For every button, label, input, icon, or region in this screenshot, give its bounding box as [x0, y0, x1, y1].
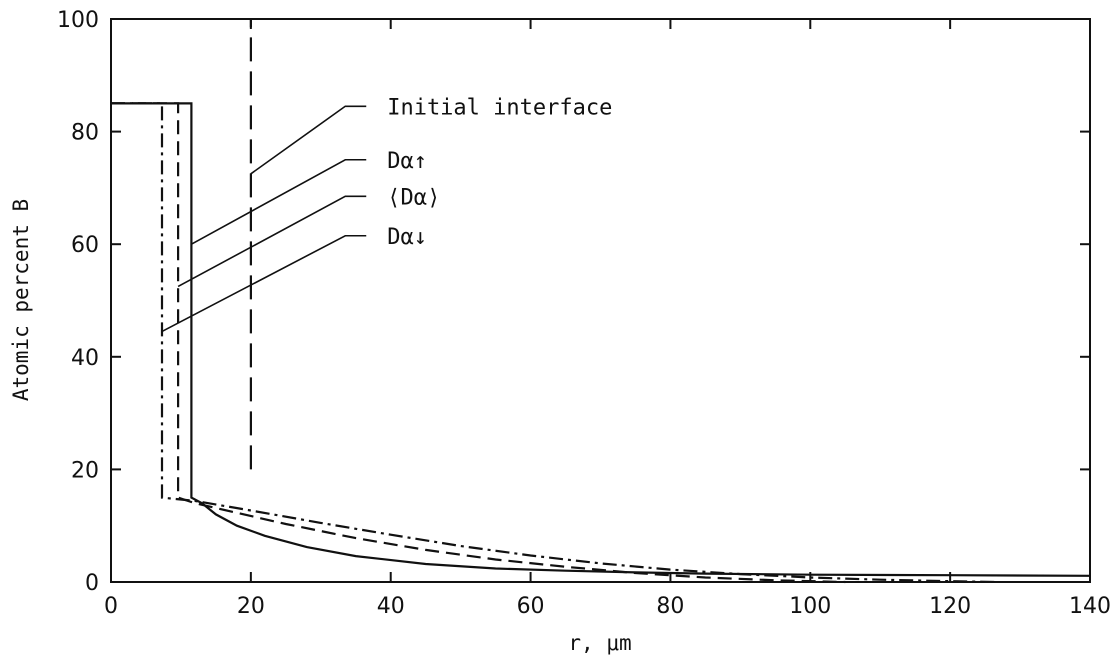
annotation-label: Dα↓ — [387, 225, 427, 250]
series-line-3 — [111, 102, 1000, 584]
annotation-label: ⟨Dα⟩ — [387, 185, 440, 210]
y-tick-label: 20 — [71, 458, 99, 483]
series-line-1 — [111, 102, 1091, 577]
annotations: Initial interface Dα↑ ⟨Dα⟩ Dα↓ — [161, 95, 612, 333]
series-line-2 — [111, 102, 846, 584]
y-tick-label: 0 — [85, 571, 99, 596]
x-tick-label: 20 — [237, 594, 265, 619]
y-tick-label: 100 — [57, 8, 99, 33]
annotation-leader — [161, 234, 367, 333]
annotation-leader — [191, 158, 367, 245]
y-tick-label: 80 — [71, 121, 99, 146]
axis-ticks: 0 20 40 60 80 100 120 140 0 20 40 60 80 100 — [57, 8, 1111, 619]
x-tick-label: 140 — [1069, 594, 1111, 619]
annotation-leader — [250, 105, 367, 175]
x-axis-title: r, μm — [568, 631, 631, 655]
annotation-label: Dα↑ — [387, 149, 427, 174]
x-tick-label: 60 — [517, 594, 545, 619]
y-tick-label: 40 — [71, 346, 99, 371]
plot-frame — [110, 18, 1091, 583]
x-tick-label: 100 — [789, 594, 831, 619]
x-tick-label: 40 — [377, 594, 405, 619]
x-tick-label: 0 — [104, 594, 118, 619]
series-layer — [111, 19, 1091, 584]
x-tick-label: 120 — [929, 594, 971, 619]
y-tick-label: 60 — [71, 233, 99, 258]
annotation-leader — [177, 195, 367, 288]
x-tick-label: 80 — [656, 594, 684, 619]
annotation-label: Initial interface — [387, 95, 612, 120]
y-axis-title: Atomic percent B — [9, 199, 33, 401]
